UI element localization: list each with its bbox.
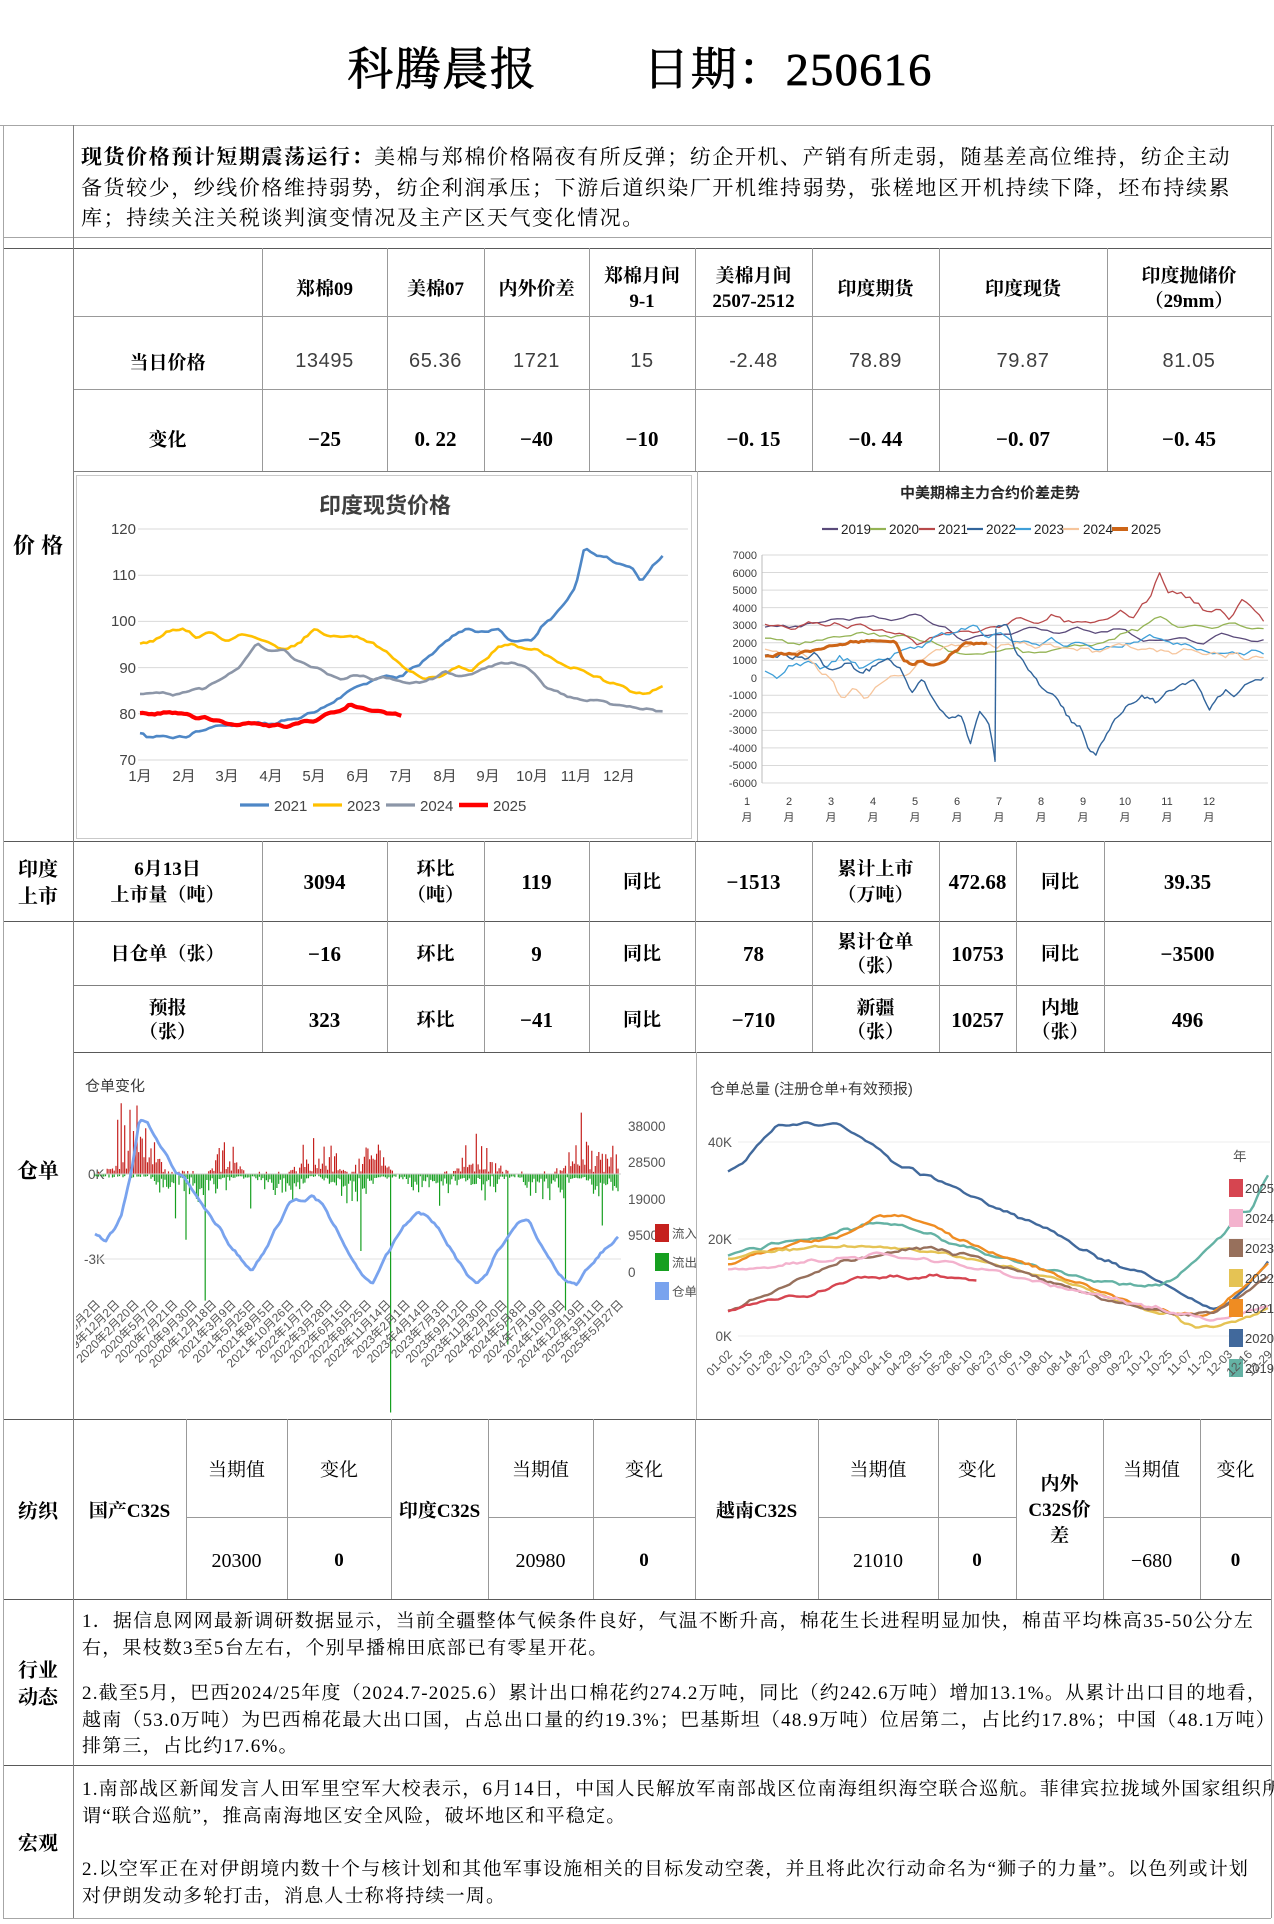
svg-text:2022: 2022	[986, 518, 1016, 538]
svg-text:-3000: -3000	[729, 722, 757, 738]
svg-text:-1000: -1000	[729, 687, 757, 703]
svg-text:-3K: -3K	[84, 1248, 105, 1268]
svg-text:2024: 2024	[1245, 1208, 1274, 1227]
svg-text:9: 9	[1080, 793, 1086, 809]
svg-text:5: 5	[912, 793, 918, 809]
svg-text:12月: 12月	[603, 765, 635, 786]
svg-text:2023: 2023	[347, 795, 380, 816]
svg-text:流出: 流出	[672, 1252, 696, 1271]
svg-text:9500: 9500	[628, 1224, 658, 1244]
svg-text:28500: 28500	[628, 1151, 666, 1171]
svg-text:-5000: -5000	[729, 757, 757, 773]
svg-text:2025: 2025	[1245, 1178, 1274, 1197]
svg-text:7000: 7000	[733, 547, 757, 563]
svg-text:120: 120	[111, 518, 136, 539]
svg-text:2025: 2025	[493, 795, 526, 816]
svg-text:2024: 2024	[1083, 518, 1114, 538]
svg-text:仓单: 仓单	[672, 1281, 696, 1300]
svg-text:月: 月	[1120, 809, 1131, 825]
svg-text:月: 月	[952, 809, 963, 825]
svg-text:4: 4	[870, 793, 876, 809]
svg-text:仓单总量 (注册仓单+有效预报): 仓单总量 (注册仓单+有效预报)	[710, 1078, 913, 1099]
svg-text:20K: 20K	[708, 1228, 732, 1248]
svg-text:2: 2	[786, 793, 792, 809]
svg-text:1000: 1000	[733, 652, 757, 668]
svg-text:月: 月	[994, 809, 1005, 825]
svg-text:月: 月	[1204, 809, 1215, 825]
svg-text:中美期棉主力合约价差走势: 中美期棉主力合约价差走势	[900, 482, 1080, 503]
svg-text:2023: 2023	[1245, 1238, 1274, 1257]
svg-text:12: 12	[1203, 793, 1215, 809]
svg-text:100: 100	[111, 610, 136, 631]
svg-text:40K: 40K	[708, 1131, 732, 1151]
svg-text:年: 年	[1233, 1145, 1247, 1165]
svg-text:月: 月	[910, 809, 921, 825]
svg-text:月: 月	[1078, 809, 1089, 825]
svg-text:2019: 2019	[841, 518, 871, 538]
svg-text:1: 1	[744, 793, 750, 809]
svg-text:6000: 6000	[733, 565, 757, 581]
svg-text:月: 月	[868, 809, 879, 825]
svg-text:-6000: -6000	[729, 775, 757, 791]
svg-text:2020: 2020	[1245, 1328, 1274, 1347]
svg-text:流入: 流入	[672, 1223, 696, 1242]
svg-text:0: 0	[751, 670, 757, 686]
svg-text:70: 70	[119, 749, 136, 770]
svg-text:2021: 2021	[1245, 1298, 1274, 1317]
svg-text:11: 11	[1161, 793, 1172, 809]
svg-text:4月: 4月	[259, 765, 282, 786]
svg-text:2019: 2019	[1245, 1358, 1274, 1377]
svg-text:2025: 2025	[1131, 518, 1161, 538]
svg-text:10: 10	[1119, 793, 1131, 809]
svg-text:11月: 11月	[561, 765, 592, 786]
svg-text:0K: 0K	[88, 1163, 105, 1183]
svg-text:80: 80	[119, 703, 136, 724]
svg-text:9月: 9月	[476, 765, 499, 786]
svg-text:7月: 7月	[389, 765, 412, 786]
svg-text:3月: 3月	[215, 765, 238, 786]
svg-text:月: 月	[742, 809, 753, 825]
svg-text:19000: 19000	[628, 1188, 666, 1208]
svg-text:月: 月	[1036, 809, 1047, 825]
svg-text:印度现货价格: 印度现货价格	[319, 488, 451, 520]
svg-text:8: 8	[1038, 793, 1044, 809]
svg-text:3000: 3000	[733, 617, 757, 633]
svg-text:2000: 2000	[733, 635, 757, 651]
svg-text:月: 月	[784, 809, 795, 825]
svg-text:月: 月	[1162, 809, 1173, 825]
svg-text:0K: 0K	[715, 1325, 732, 1345]
svg-text:5000: 5000	[733, 582, 757, 598]
svg-text:6: 6	[954, 793, 960, 809]
svg-text:-4000: -4000	[729, 740, 757, 756]
svg-text:2022: 2022	[1245, 1268, 1274, 1287]
svg-text:2020: 2020	[889, 518, 919, 538]
svg-text:月: 月	[826, 809, 837, 825]
svg-text:8月: 8月	[433, 765, 456, 786]
svg-text:1月: 1月	[128, 765, 151, 786]
svg-text:90: 90	[119, 657, 136, 678]
svg-text:2021: 2021	[938, 518, 968, 538]
svg-text:3: 3	[828, 793, 834, 809]
svg-text:4000: 4000	[733, 600, 757, 616]
svg-text:110: 110	[112, 564, 136, 585]
svg-text:仓单变化: 仓单变化	[85, 1075, 145, 1096]
svg-text:-2000: -2000	[729, 705, 757, 721]
svg-text:5月: 5月	[302, 765, 325, 786]
svg-text:2021: 2021	[274, 795, 307, 816]
svg-text:2月: 2月	[172, 765, 195, 786]
svg-text:6月: 6月	[346, 765, 369, 786]
svg-text:7: 7	[996, 793, 1002, 809]
svg-text:2024: 2024	[420, 795, 453, 816]
svg-text:10月: 10月	[516, 765, 548, 786]
svg-text:0: 0	[628, 1261, 636, 1281]
svg-text:38000: 38000	[628, 1115, 666, 1135]
svg-text:2023: 2023	[1034, 518, 1064, 538]
